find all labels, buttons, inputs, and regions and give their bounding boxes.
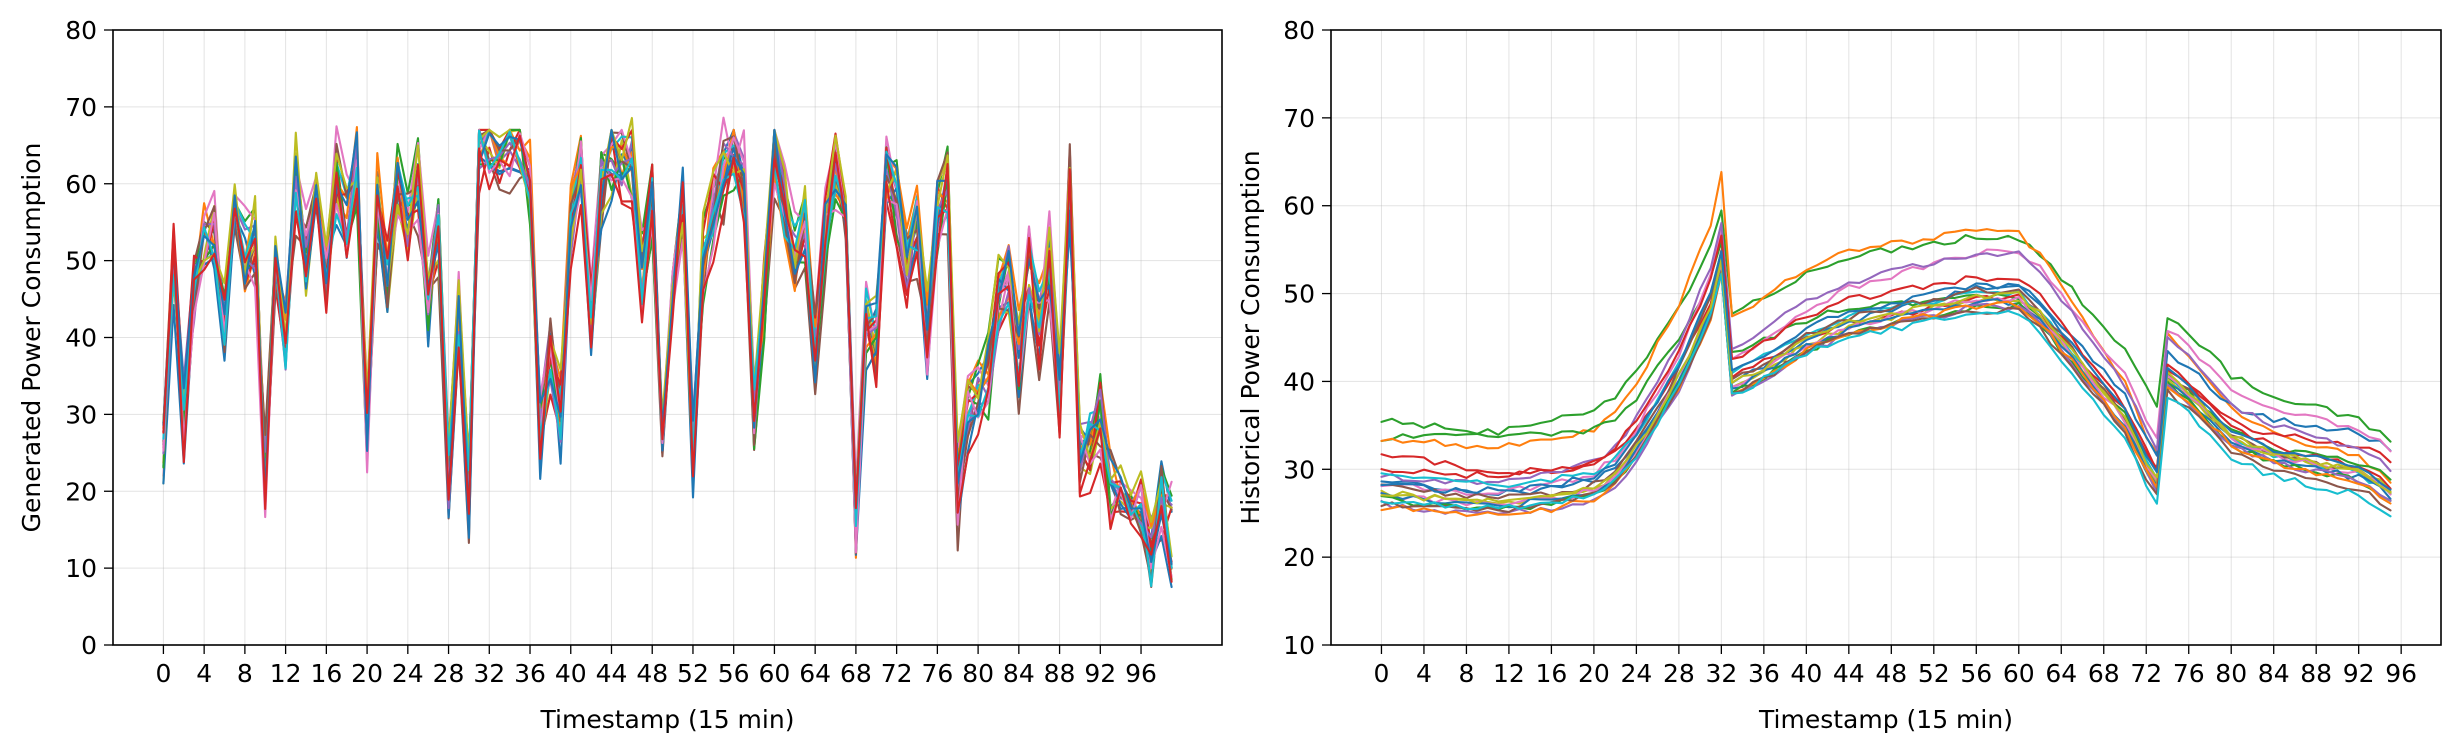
x-tick-label: 8 <box>1458 659 1474 688</box>
y-tick-label: 30 <box>65 400 97 429</box>
x-tick-label: 0 <box>1374 659 1390 688</box>
series-line-9 <box>1382 254 2391 495</box>
y-axis-label: Historical Power Consumption <box>1236 150 1265 524</box>
x-tick-label: 48 <box>636 659 668 688</box>
x-tick-label: 24 <box>392 659 424 688</box>
x-tick-label: 32 <box>473 659 505 688</box>
x-tick-label: 60 <box>759 659 791 688</box>
x-tick-label: 92 <box>2343 659 2375 688</box>
x-tick-label: 12 <box>1493 659 1525 688</box>
x-tick-label: 20 <box>351 659 383 688</box>
series-line-20 <box>1382 251 2391 492</box>
x-tick-label: 24 <box>1620 659 1652 688</box>
x-tick-label: 88 <box>2300 659 2332 688</box>
plot-frame <box>1331 30 2441 645</box>
y-tick-label: 70 <box>65 93 97 122</box>
x-tick-label: 8 <box>237 659 253 688</box>
y-tick-label: 60 <box>65 170 97 199</box>
x-tick-label: 28 <box>433 659 465 688</box>
x-tick-label: 36 <box>1748 659 1780 688</box>
x-tick-label: 68 <box>2088 659 2120 688</box>
x-axis-label: Timestamp (15 min) <box>540 705 795 734</box>
x-tick-label: 76 <box>921 659 953 688</box>
y-tick-label: 20 <box>65 477 97 506</box>
x-tick-label: 80 <box>2215 659 2247 688</box>
x-tick-label: 44 <box>596 659 628 688</box>
x-axis-label: Timestamp (15 min) <box>1758 705 2013 734</box>
x-tick-label: 40 <box>1790 659 1822 688</box>
x-tick-label: 84 <box>2258 659 2290 688</box>
x-tick-label: 64 <box>2045 659 2077 688</box>
x-tick-label: 92 <box>1084 659 1116 688</box>
x-tick-label: 56 <box>718 659 750 688</box>
y-tick-label: 50 <box>1283 280 1315 309</box>
y-tick-label: 40 <box>1283 367 1315 396</box>
x-tick-label: 0 <box>155 659 171 688</box>
x-tick-label: 88 <box>1044 659 1076 688</box>
x-tick-label: 32 <box>1705 659 1737 688</box>
y-tick-label: 60 <box>1283 192 1315 221</box>
y-tick-label: 70 <box>1283 104 1315 133</box>
y-tick-label: 10 <box>1283 631 1315 660</box>
x-tick-label: 64 <box>799 659 831 688</box>
y-tick-label: 80 <box>1283 16 1315 45</box>
x-tick-label: 72 <box>2130 659 2162 688</box>
y-tick-label: 20 <box>1283 543 1315 572</box>
x-tick-label: 44 <box>1833 659 1865 688</box>
y-axis-label: Generated Power Consumption <box>17 143 46 533</box>
x-tick-label: 48 <box>1875 659 1907 688</box>
x-tick-label: 20 <box>1578 659 1610 688</box>
y-tick-label: 80 <box>65 16 97 45</box>
x-tick-label: 52 <box>677 659 709 688</box>
x-tick-label: 16 <box>1536 659 1568 688</box>
x-tick-label: 36 <box>514 659 546 688</box>
series-group <box>163 118 1171 587</box>
y-tick-label: 30 <box>1283 455 1315 484</box>
x-tick-label: 40 <box>555 659 587 688</box>
x-tick-label: 52 <box>1918 659 1950 688</box>
x-tick-label: 76 <box>2173 659 2205 688</box>
x-tick-label: 4 <box>196 659 212 688</box>
x-tick-label: 80 <box>962 659 994 688</box>
series-line-10 <box>1382 250 2391 498</box>
x-tick-label: 60 <box>2003 659 2035 688</box>
x-tick-label: 72 <box>881 659 913 688</box>
series-group <box>1382 172 2391 516</box>
x-tick-label: 96 <box>2385 659 2417 688</box>
x-tick-label: 84 <box>1003 659 1035 688</box>
x-tick-label: 56 <box>1960 659 1992 688</box>
y-tick-label: 0 <box>81 631 97 660</box>
y-tick-label: 10 <box>65 554 97 583</box>
x-tick-label: 16 <box>310 659 342 688</box>
y-tick-label: 40 <box>65 324 97 353</box>
x-tick-label: 12 <box>270 659 302 688</box>
x-tick-label: 68 <box>840 659 872 688</box>
x-tick-label: 96 <box>1125 659 1157 688</box>
y-tick-label: 50 <box>65 247 97 276</box>
x-tick-label: 4 <box>1416 659 1432 688</box>
x-tick-label: 28 <box>1663 659 1695 688</box>
